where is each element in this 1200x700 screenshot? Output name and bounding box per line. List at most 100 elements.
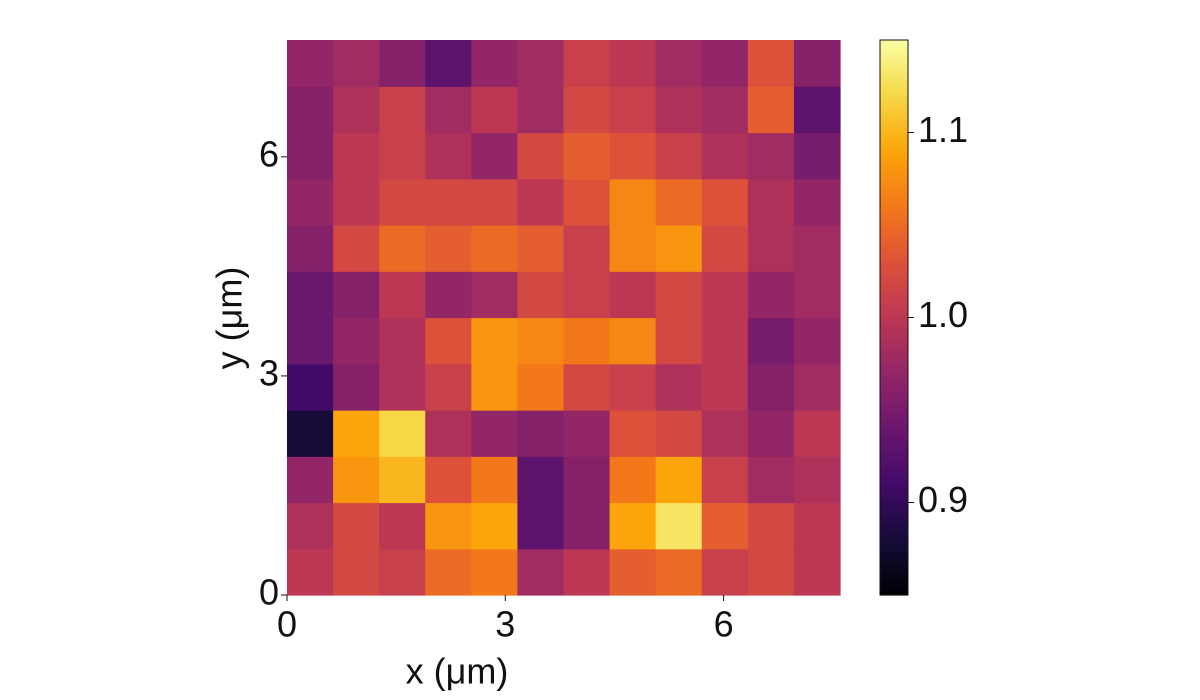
x-tick-label: 3: [495, 604, 515, 645]
heatmap-cell: [655, 456, 703, 504]
colorbar-band: [880, 215, 908, 221]
heatmap-cell: [287, 456, 334, 504]
heatmap-cell: [287, 502, 334, 550]
colorbar-band: [880, 396, 908, 402]
heatmap-cell: [793, 548, 841, 596]
heatmap-cell: [517, 86, 565, 134]
heatmap-cell: [287, 271, 334, 319]
heatmap-cell: [333, 178, 380, 226]
heatmap-cell: [287, 548, 334, 596]
colorbar-band: [880, 340, 908, 346]
heatmap-cell: [563, 502, 611, 550]
heatmap-cell: [563, 86, 611, 134]
colorbar-band: [880, 248, 908, 254]
heatmap-cell: [517, 502, 565, 550]
heatmap-cell: [471, 456, 519, 504]
colorbar-tick-label: 1.0: [918, 294, 968, 335]
colorbar-band: [880, 502, 908, 508]
heatmap-cell: [425, 86, 472, 134]
heatmap-cell: [563, 132, 611, 180]
colorbar-band: [880, 391, 908, 397]
heatmap-cell: [563, 410, 611, 457]
heatmap-cell: [517, 456, 565, 504]
heatmap-cell: [609, 410, 657, 457]
colorbar-band: [880, 308, 908, 314]
colorbar-band: [880, 373, 908, 379]
colorbar-band: [880, 405, 908, 411]
heatmap-cell: [379, 40, 426, 87]
colorbar-band: [880, 484, 908, 490]
heatmap-cell: [471, 410, 519, 457]
colorbar-band: [880, 530, 908, 536]
x-tick-label: 6: [714, 604, 734, 645]
heatmap-cell: [425, 502, 472, 550]
colorbar-band: [880, 67, 908, 73]
colorbar-band: [880, 53, 908, 60]
colorbar-band: [880, 359, 908, 365]
heatmap-cell: [517, 363, 565, 411]
colorbar-band: [880, 562, 908, 568]
heatmap-cell: [655, 40, 703, 87]
colorbar-band: [880, 81, 908, 87]
heatmap-cell: [287, 132, 334, 180]
heatmap-cell: [563, 178, 611, 226]
colorbar-band: [880, 280, 908, 286]
heatmap-cell: [425, 271, 472, 319]
colorbar-band: [880, 317, 908, 323]
heatmap-cell: [425, 548, 472, 596]
colorbar-band: [880, 243, 908, 249]
colorbar-band: [880, 442, 908, 448]
heatmap-cell: [701, 271, 749, 319]
heatmap-cell: [793, 178, 841, 226]
heatmap-cell: [333, 132, 380, 180]
colorbar-band: [880, 331, 908, 337]
colorbar-band: [880, 419, 908, 425]
heatmap-cell: [655, 548, 703, 596]
heatmap-cell: [793, 456, 841, 504]
colorbar-band: [880, 414, 908, 420]
heatmap-cell: [425, 456, 472, 504]
x-tick-label: 0: [277, 604, 297, 645]
heatmap-cell: [471, 363, 519, 411]
heatmap-cell: [379, 178, 426, 226]
heatmap-cell: [747, 132, 795, 180]
heatmap-cell: [563, 225, 611, 272]
heatmap-cell: [287, 317, 334, 365]
heatmap-cell: [609, 132, 657, 180]
heatmap-cell: [287, 363, 334, 411]
heatmap-cell: [793, 317, 841, 365]
colorbar-band: [880, 229, 908, 235]
colorbar-band: [880, 146, 908, 152]
colorbar-band: [880, 460, 908, 467]
heatmap-cell: [747, 86, 795, 134]
heatmap-cell: [747, 502, 795, 550]
colorbar-band: [880, 539, 908, 545]
colorbar-band: [880, 72, 908, 78]
heatmap-cell: [379, 86, 426, 134]
heatmap-cell: [563, 40, 611, 87]
heatmap-cell: [747, 548, 795, 596]
heatmap-cell: [471, 132, 519, 180]
y-axis-title: y (μm): [209, 267, 250, 370]
colorbar-band: [880, 525, 908, 531]
heatmap-cell: [287, 86, 334, 134]
colorbar-band: [880, 155, 908, 161]
colorbar-band: [880, 183, 908, 189]
colorbar-band: [880, 534, 908, 541]
colorbar-band: [880, 100, 908, 106]
colorbar-band: [880, 368, 908, 374]
colorbar-band: [880, 109, 908, 115]
heatmap-cell: [609, 40, 657, 87]
heatmap-cell: [471, 317, 519, 365]
colorbar-band: [880, 151, 908, 157]
heatmap-cell: [517, 548, 565, 596]
heatmap-cell: [471, 86, 519, 134]
colorbar-band: [880, 188, 908, 194]
heatmap-cell: [287, 410, 334, 457]
heatmap-cell: [793, 410, 841, 457]
heatmap-cell: [425, 225, 472, 272]
colorbar-band: [880, 141, 908, 147]
colorbar-band: [880, 354, 908, 360]
colorbar-band: [880, 410, 908, 416]
colorbar-band: [880, 590, 908, 596]
